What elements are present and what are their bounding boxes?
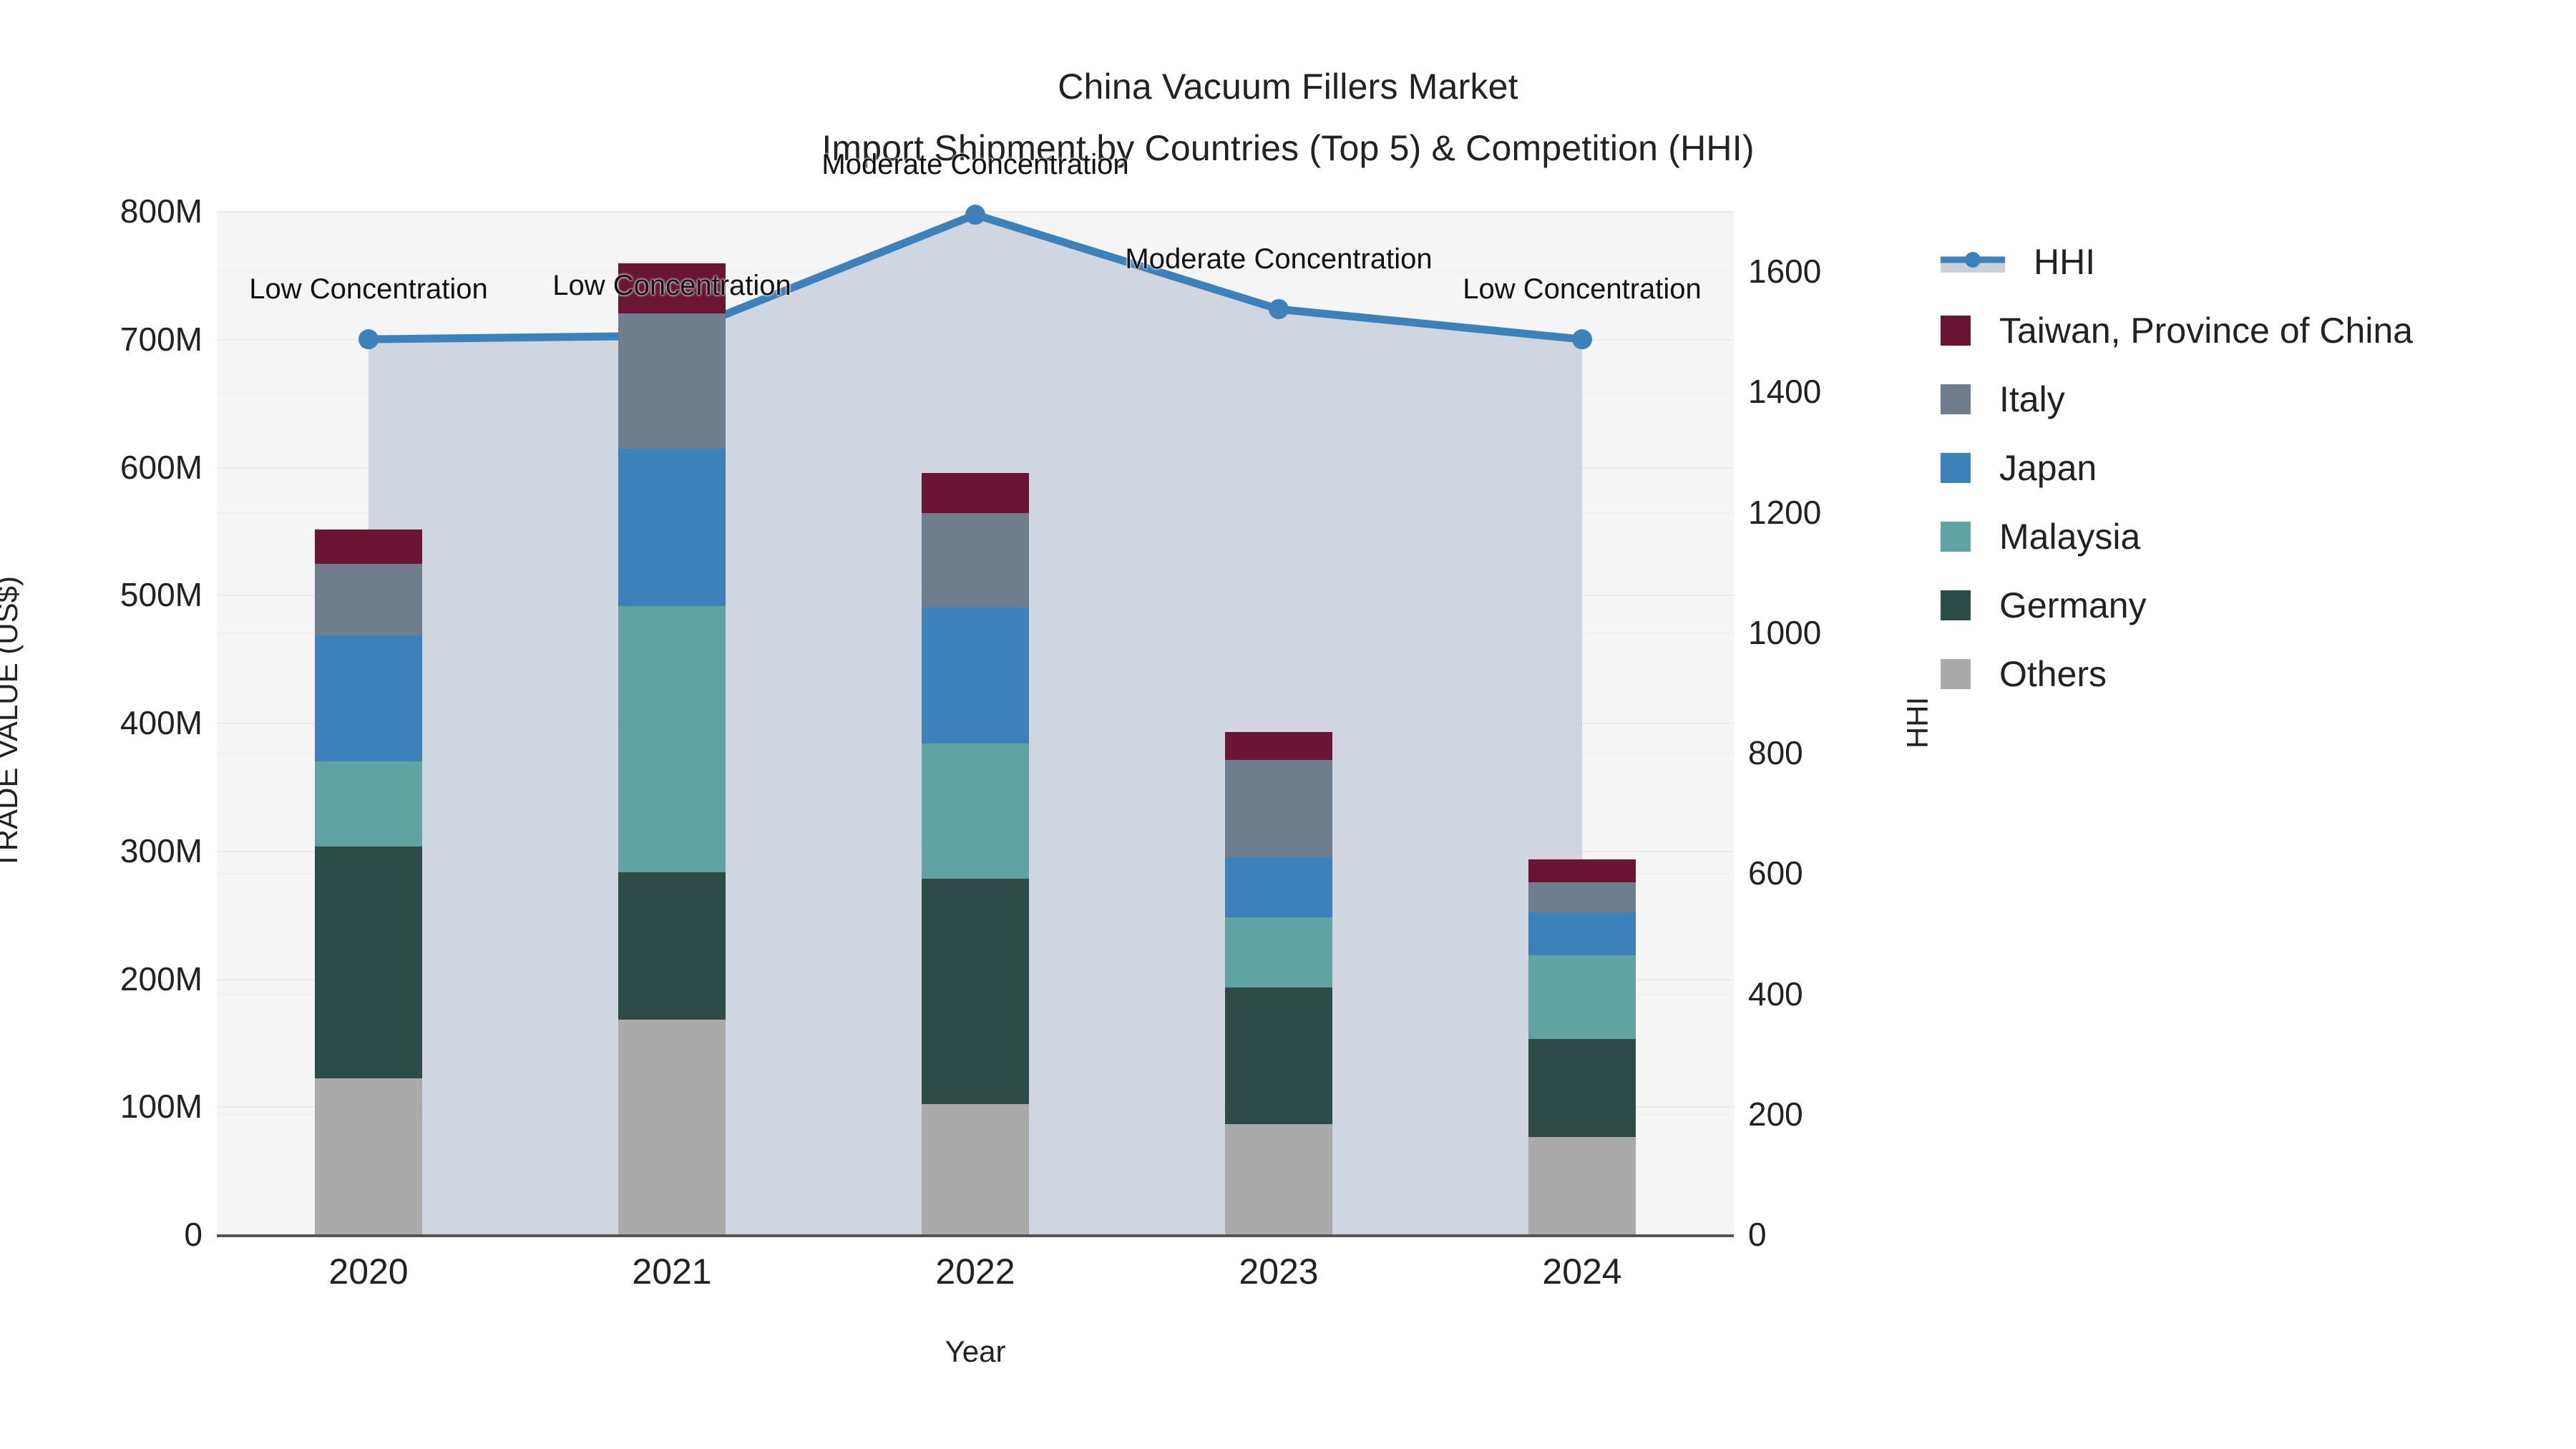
legend-color-swatch	[1941, 590, 1971, 620]
hhi-data-point[interactable]	[358, 329, 379, 350]
bar-segment[interactable]	[1225, 731, 1332, 760]
legend-item-label: HHI	[2034, 242, 2096, 282]
y-axis-right-tick-label: 400	[1748, 975, 1803, 1013]
bar-segment[interactable]	[922, 512, 1029, 608]
y-axis-left-tick-label: 300M	[119, 831, 203, 869]
bar-segment[interactable]	[315, 1078, 422, 1234]
y-axis-right-tick-label: 0	[1748, 1216, 1767, 1253]
bar-segment[interactable]	[1225, 759, 1332, 857]
x-axis-tick-label: 2021	[632, 1252, 712, 1292]
y-axis-right-tick-label: 1400	[1748, 373, 1822, 411]
legend-color-swatch	[1941, 384, 1971, 414]
legend-color-swatch	[1941, 316, 1971, 346]
legend: HHI Taiwan, Province of China Italy Japan Ma…	[1941, 228, 2556, 708]
bar-segment[interactable]	[618, 606, 726, 873]
bar-segment[interactable]	[315, 847, 422, 1078]
bar-segment[interactable]	[922, 1103, 1029, 1234]
bar-segment[interactable]	[1225, 987, 1332, 1125]
y-axis-left-title: TRADE VALUE (US$)	[0, 576, 24, 869]
chart-title: China Vacuum Fillers Market	[1058, 67, 1518, 107]
chart-title-block: China Vacuum Fillers Market Import Shipm…	[0, 56, 2576, 179]
y-axis-right-tick-label: 1000	[1748, 613, 1822, 651]
concentration-annotation: Moderate Concentration	[1125, 243, 1433, 275]
bar-segment[interactable]	[922, 608, 1029, 743]
y-axis-left-tick-label: 700M	[119, 320, 203, 358]
legend-color-swatch	[1941, 659, 1971, 689]
y-axis-left-tick-label: 600M	[119, 448, 203, 486]
y-axis-left-tick-label: 200M	[119, 960, 203, 997]
bar-segment[interactable]	[618, 313, 726, 449]
concentration-annotation: Low Concentration	[249, 273, 488, 306]
legend-item[interactable]: Japan	[1941, 434, 2556, 502]
x-axis-tick-label: 2024	[1542, 1252, 1622, 1292]
legend-item[interactable]: Malaysia	[1941, 502, 2556, 571]
bar-segment[interactable]	[618, 872, 726, 1020]
bar-segment[interactable]	[1528, 1038, 1636, 1138]
bar-segment[interactable]	[618, 449, 726, 607]
y-axis-right-tick-label: 200	[1748, 1095, 1803, 1133]
legend-item[interactable]: Others	[1941, 640, 2556, 708]
legend-color-swatch	[1941, 453, 1971, 483]
hhi-data-point[interactable]	[965, 205, 985, 225]
bar-segment[interactable]	[315, 635, 422, 761]
bar-segment[interactable]	[618, 263, 726, 313]
y-axis-right-tick-label: 600	[1748, 854, 1803, 892]
x-axis-tick-label: 2022	[935, 1252, 1015, 1292]
legend-item-label: Japan	[1999, 448, 2097, 488]
legend-item[interactable]: HHI	[1941, 228, 2556, 296]
legend-item-label: Others	[1999, 654, 2107, 694]
y-axis-right-tick-label: 1200	[1748, 493, 1822, 531]
legend-color-swatch	[1941, 522, 1971, 552]
bar-segment[interactable]	[1528, 912, 1636, 956]
y-axis-left-tick-label: 500M	[119, 576, 203, 614]
bar-segment[interactable]	[1225, 857, 1332, 917]
bar-segment[interactable]	[1528, 1137, 1636, 1234]
y-axis-left-tick-label: 0	[184, 1216, 203, 1253]
y-axis-right-title: HHI	[1901, 696, 1934, 749]
bar-segment[interactable]	[1528, 859, 1636, 883]
concentration-annotation: Moderate Concentration	[821, 149, 1129, 181]
legend-item[interactable]: Germany	[1941, 571, 2556, 640]
legend-item-label: Taiwan, Province of China	[1999, 311, 2414, 351]
x-axis-tick-label: 2023	[1239, 1252, 1319, 1292]
x-axis-line	[217, 1234, 1734, 1237]
hhi-data-point[interactable]	[1269, 299, 1289, 320]
legend-item[interactable]: Taiwan, Province of China	[1941, 296, 2556, 365]
bar-segment[interactable]	[1225, 1124, 1332, 1234]
y-axis-left-tick-label: 400M	[119, 704, 203, 741]
legend-line-marker-icon	[1941, 247, 2005, 277]
x-axis-title: Year	[945, 1335, 1006, 1368]
bar-segment[interactable]	[1528, 955, 1636, 1039]
legend-item-label: Germany	[1999, 585, 2147, 625]
y-axis-right-tick-label: 1600	[1748, 253, 1822, 291]
bar-segment[interactable]	[922, 879, 1029, 1104]
bar-segment[interactable]	[922, 743, 1029, 879]
concentration-annotation: Low Concentration	[552, 270, 791, 302]
hhi-data-point[interactable]	[1572, 329, 1592, 350]
legend-item-label: Malaysia	[1999, 517, 2141, 557]
legend-item[interactable]: Italy	[1941, 365, 2556, 434]
bar-segment[interactable]	[315, 761, 422, 847]
y-axis-left-tick-label: 800M	[119, 192, 203, 230]
x-axis-tick-label: 2020	[328, 1252, 409, 1292]
bar-segment[interactable]	[315, 564, 422, 636]
bar-segment[interactable]	[315, 530, 422, 565]
y-axis-left-tick-label: 100M	[119, 1088, 203, 1126]
bar-segment[interactable]	[922, 473, 1029, 513]
legend-item-label: Italy	[1999, 379, 2065, 419]
y-axis-right-tick-label: 800	[1748, 734, 1803, 772]
bar-segment[interactable]	[1225, 917, 1332, 987]
chart-subtitle: Import Shipment by Countries (Top 5) & C…	[821, 128, 1755, 168]
bar-segment[interactable]	[1528, 882, 1636, 912]
concentration-annotation: Low Concentration	[1463, 273, 1702, 306]
bar-segment[interactable]	[618, 1019, 726, 1234]
